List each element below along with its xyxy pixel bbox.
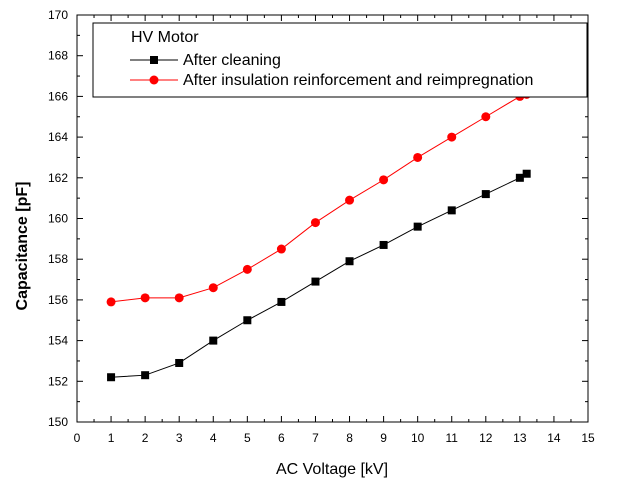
y-tick-label: 162 bbox=[48, 171, 68, 185]
legend: HV Motor After cleaning After insulation … bbox=[92, 22, 588, 98]
data-point bbox=[345, 257, 354, 266]
data-point bbox=[174, 293, 184, 303]
x-tick-label: 5 bbox=[244, 431, 251, 445]
y-axis-title: Capacitance [pF] bbox=[14, 182, 31, 311]
x-tick-label: 7 bbox=[312, 431, 319, 445]
y-tick-label: 150 bbox=[48, 415, 68, 429]
y-tick-label: 170 bbox=[48, 8, 68, 22]
series-layer bbox=[106, 89, 532, 382]
x-tick-label: 12 bbox=[479, 431, 493, 445]
data-point bbox=[209, 336, 218, 345]
data-point bbox=[276, 244, 286, 254]
series-line bbox=[111, 93, 527, 303]
y-tick-label: 168 bbox=[48, 49, 68, 63]
data-point bbox=[175, 358, 184, 367]
data-point bbox=[345, 195, 355, 205]
data-point bbox=[310, 218, 320, 228]
data-point bbox=[208, 283, 218, 293]
x-tick-label: 10 bbox=[411, 431, 425, 445]
x-tick-label: 6 bbox=[278, 431, 285, 445]
y-tick-label: 154 bbox=[48, 334, 68, 348]
series-2 bbox=[106, 89, 532, 307]
data-point bbox=[141, 371, 150, 380]
data-point bbox=[311, 277, 320, 286]
data-point bbox=[140, 293, 150, 303]
y-tick-label: 152 bbox=[48, 374, 68, 388]
y-tick-label: 160 bbox=[48, 212, 68, 226]
x-tick-label: 2 bbox=[142, 431, 149, 445]
legend-item: After cleaning bbox=[130, 52, 281, 69]
data-point bbox=[379, 175, 389, 185]
legend-title: HV Motor bbox=[131, 29, 199, 46]
y-tick-label: 166 bbox=[48, 89, 68, 103]
legend-items: After cleaning After insulation reinforce… bbox=[130, 52, 533, 89]
x-tick-label: 14 bbox=[547, 431, 561, 445]
data-point bbox=[515, 173, 524, 182]
x-tick-label: 15 bbox=[581, 431, 595, 445]
series-line bbox=[111, 173, 527, 378]
x-tick-label: 1 bbox=[108, 431, 115, 445]
x-axis-title: AC Voltage [kV] bbox=[276, 461, 388, 478]
data-point bbox=[243, 316, 252, 325]
data-point bbox=[106, 297, 116, 307]
data-point bbox=[522, 169, 531, 178]
x-tick-label: 4 bbox=[210, 431, 217, 445]
legend-item: After insulation reinforcement and reimp… bbox=[130, 72, 533, 89]
data-point bbox=[413, 222, 422, 231]
data-point bbox=[242, 264, 252, 274]
data-point bbox=[447, 132, 457, 142]
data-point bbox=[447, 206, 456, 215]
y-tick-label: 158 bbox=[48, 252, 68, 266]
x-tick-label: 8 bbox=[346, 431, 353, 445]
legend-label: After insulation reinforcement and reimp… bbox=[183, 72, 533, 89]
data-point bbox=[107, 373, 116, 382]
y-tick-label: 156 bbox=[48, 293, 68, 307]
legend-marker bbox=[150, 56, 158, 64]
data-point bbox=[481, 112, 491, 122]
x-tick-label: 3 bbox=[176, 431, 183, 445]
x-axis: 0 1 2 3 4 5 6 7 8 9 10 11 12 13 14 15 bbox=[74, 15, 595, 445]
x-tick-label: 9 bbox=[380, 431, 387, 445]
x-tick-label: 13 bbox=[513, 431, 527, 445]
x-tick-label: 11 bbox=[445, 431, 458, 445]
series-1 bbox=[107, 169, 531, 382]
x-tick-label: 0 bbox=[74, 431, 81, 445]
data-point bbox=[379, 240, 388, 249]
data-point bbox=[481, 190, 490, 199]
data-point bbox=[277, 297, 286, 306]
data-point bbox=[413, 152, 423, 162]
y-tick-label: 164 bbox=[48, 130, 68, 144]
legend-label: After cleaning bbox=[183, 52, 281, 69]
legend-marker bbox=[149, 75, 159, 85]
